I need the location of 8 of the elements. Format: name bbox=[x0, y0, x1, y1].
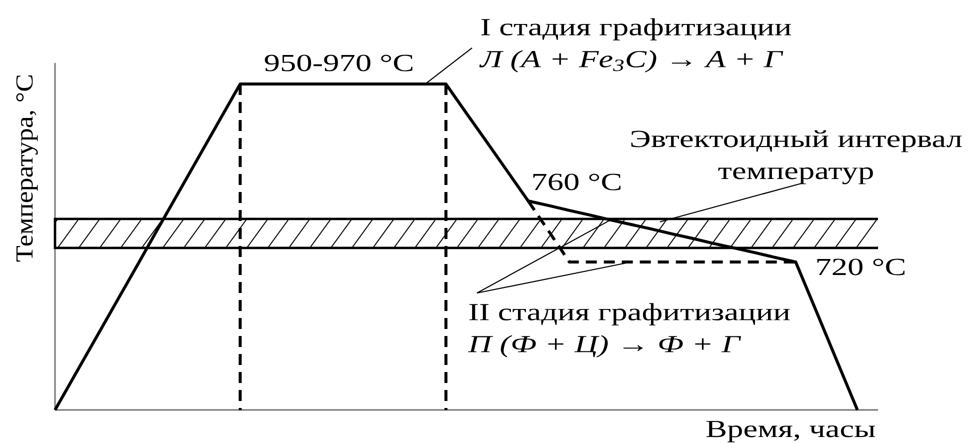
x-axis-title: Время, часы bbox=[706, 420, 876, 442]
band-label: Эвтектоидный интервал температур bbox=[631, 130, 962, 184]
y-axis-title: Температура, °C bbox=[16, 75, 38, 262]
annotation: 720 °C bbox=[817, 258, 904, 276]
annotation: II стадия графитизации П (Ф + Ц) → Ф + Г bbox=[468, 303, 790, 358]
text: I стадия графитизации Л (А + Fe$_{3}$C) → А + Г bbox=[479, 18, 791, 72]
annotation: 760 °C bbox=[533, 174, 620, 190]
text: 950-970 °C bbox=[264, 54, 412, 72]
